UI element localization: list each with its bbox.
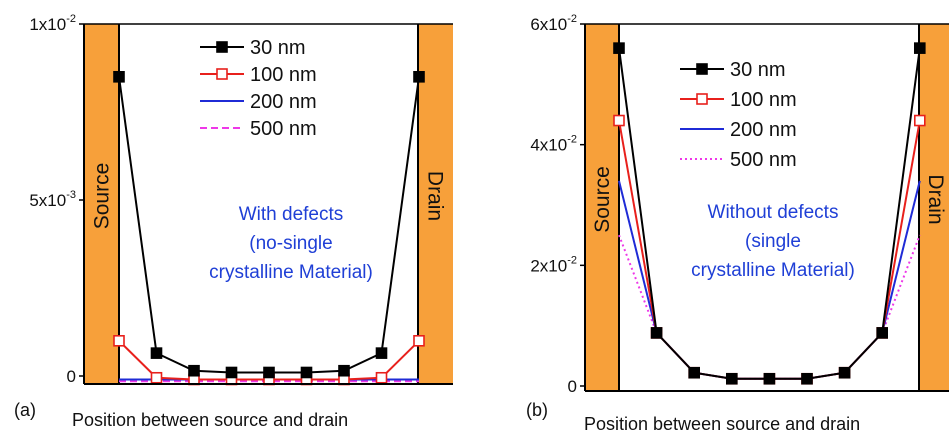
y-tick-label: 4x10-2: [530, 134, 577, 155]
data-point-30-nm: [801, 372, 813, 385]
drain-label: Drain: [424, 171, 447, 221]
x-axis-label: Position between source and drain: [72, 410, 348, 430]
annotation-line: (single: [745, 231, 801, 252]
x-axis-label: Position between source and drain: [584, 414, 860, 434]
legend-label: 30 nm: [730, 59, 786, 81]
drain-electrode: [418, 24, 453, 384]
legend-marker: [216, 41, 228, 53]
source-label: Source: [591, 166, 614, 233]
legend: 30 nm 100 nm 200 nm 500 nm: [200, 37, 317, 140]
legend-label: 100 nm: [730, 89, 797, 111]
legend-label: 30 nm: [250, 37, 306, 59]
legend-marker: [696, 93, 708, 105]
series-group: [113, 71, 425, 386]
data-point-30-nm: [763, 372, 776, 385]
annotation-line: With defects: [239, 204, 344, 225]
chart-panel-a: Source Drain 0 5x10-3 1x10-2 30 nm 100 nm 200 n…: [14, 13, 453, 430]
legend-label: 100 nm: [250, 64, 317, 86]
data-point-30-nm: [150, 347, 163, 359]
data-point-30-nm: [225, 366, 238, 379]
source-electrode: [84, 24, 119, 384]
source-label: Source: [91, 163, 114, 230]
drain-label: Drain: [924, 174, 947, 224]
data-point-100-nm: [613, 114, 625, 127]
annotation-line: Without defects: [708, 202, 839, 223]
legend: 30 nm 100 nm 200 nm 500 nm: [680, 59, 797, 171]
legend-label: 200 nm: [730, 119, 797, 141]
data-point-30-nm: [375, 347, 388, 359]
data-point-30-nm: [413, 71, 425, 83]
data-point-30-nm: [838, 366, 851, 379]
data-point-30-nm: [688, 366, 701, 379]
data-point-100-nm: [113, 334, 125, 347]
y-tick-label: 5x10-3: [29, 189, 76, 210]
annotation-line: (no-single: [249, 233, 332, 254]
y-tick-label: 1x10-2: [29, 13, 76, 34]
legend-marker: [216, 68, 228, 80]
data-point-100-nm: [150, 371, 163, 384]
data-point-30-nm: [725, 372, 738, 385]
data-point-30-nm: [650, 327, 663, 339]
legend-label: 500 nm: [730, 149, 797, 171]
legend-marker: [696, 63, 708, 75]
data-point-30-nm: [263, 366, 275, 379]
series-line-500-nm: [618, 234, 921, 380]
chart-panel-b: Source Drain 0 2x10-2 4x10-2 6x10-2 30 nm 100 n…: [526, 13, 949, 434]
y-tick-label: 6x10-2: [530, 13, 577, 34]
annotation-line: crystalline Material): [209, 262, 373, 283]
panel-label: (b): [526, 400, 548, 420]
y-tick-label: 0: [67, 367, 76, 386]
legend-label: 200 nm: [250, 91, 317, 113]
data-point-30-nm: [113, 71, 125, 83]
data-point-30-nm: [338, 364, 350, 377]
source-electrode: [585, 24, 619, 391]
y-tick-label: 2x10-2: [530, 254, 577, 275]
data-point-30-nm: [913, 42, 926, 54]
data-point-30-nm: [188, 364, 200, 377]
data-point-100-nm: [413, 334, 425, 347]
data-point-30-nm: [613, 42, 625, 54]
data-point-100-nm: [375, 371, 388, 384]
drain-electrode: [919, 24, 949, 391]
data-point-30-nm: [876, 327, 889, 339]
y-tick-label: 0: [568, 377, 577, 396]
series-group: [613, 42, 926, 385]
data-point-30-nm: [300, 366, 313, 379]
data-point-100-nm: [913, 114, 926, 127]
panel-label: (a): [14, 400, 36, 420]
annotation-line: crystalline Material): [691, 260, 855, 281]
legend-label: 500 nm: [250, 118, 317, 140]
